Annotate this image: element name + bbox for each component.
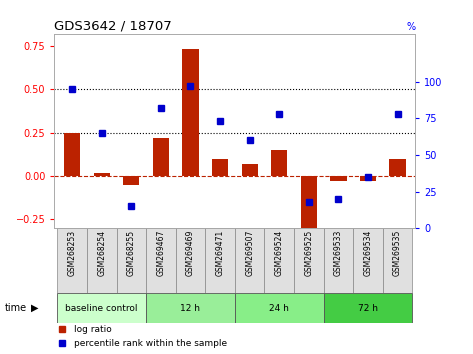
Text: GSM269534: GSM269534: [363, 230, 372, 276]
Bar: [383, 228, 412, 293]
Text: ▶: ▶: [31, 303, 38, 313]
Bar: [64, 133, 80, 176]
Bar: [353, 228, 383, 293]
Text: GSM269525: GSM269525: [304, 230, 313, 276]
Text: GSM269524: GSM269524: [275, 230, 284, 276]
Bar: [57, 228, 87, 293]
Text: GSM268254: GSM268254: [97, 230, 106, 276]
Bar: [271, 150, 288, 176]
Bar: [264, 228, 294, 293]
Bar: [235, 228, 264, 293]
Bar: [324, 228, 353, 293]
Bar: [389, 159, 406, 176]
Text: GSM268253: GSM268253: [68, 230, 77, 276]
Text: log ratio: log ratio: [74, 325, 112, 333]
Text: GSM269535: GSM269535: [393, 230, 402, 276]
Bar: [212, 159, 228, 176]
Bar: [123, 176, 140, 185]
Bar: [87, 228, 116, 293]
Bar: [242, 164, 258, 176]
Text: GSM269471: GSM269471: [216, 230, 225, 276]
Bar: [294, 228, 324, 293]
Bar: [116, 228, 146, 293]
Bar: [175, 228, 205, 293]
Bar: [330, 176, 347, 181]
Bar: [146, 228, 175, 293]
Text: GSM269533: GSM269533: [334, 230, 343, 276]
Text: percentile rank within the sample: percentile rank within the sample: [74, 339, 228, 348]
Bar: [301, 176, 317, 228]
Text: GSM268255: GSM268255: [127, 230, 136, 276]
Bar: [324, 293, 412, 323]
Text: baseline control: baseline control: [65, 303, 138, 313]
Bar: [205, 228, 235, 293]
Text: 24 h: 24 h: [269, 303, 289, 313]
Bar: [235, 293, 324, 323]
Bar: [360, 176, 376, 181]
Bar: [57, 293, 146, 323]
Text: %: %: [406, 22, 415, 32]
Bar: [182, 49, 199, 176]
Text: 72 h: 72 h: [358, 303, 378, 313]
Bar: [146, 293, 235, 323]
Text: GSM269507: GSM269507: [245, 230, 254, 276]
Text: GDS3642 / 18707: GDS3642 / 18707: [54, 19, 172, 33]
Text: GSM269467: GSM269467: [157, 230, 166, 276]
Text: GSM269469: GSM269469: [186, 230, 195, 276]
Text: time: time: [5, 303, 27, 313]
Text: 12 h: 12 h: [181, 303, 201, 313]
Bar: [94, 172, 110, 176]
Bar: [153, 138, 169, 176]
